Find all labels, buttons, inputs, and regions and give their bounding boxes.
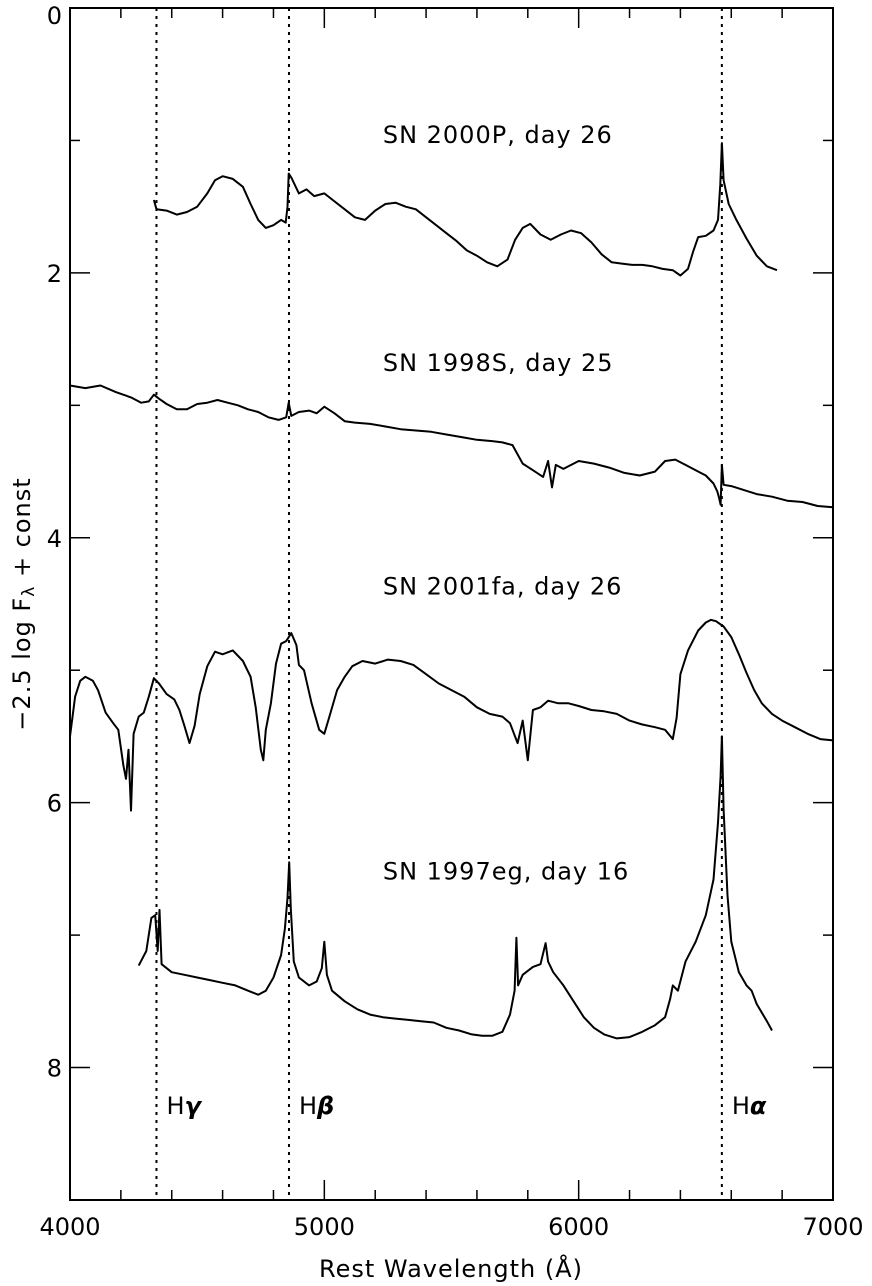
reference-line-labels: Hγ Hβ Hα <box>166 1092 766 1120</box>
y-axis-title: −2.5 log Fλ + const <box>8 477 39 730</box>
spectrum-label: SN 2001fa, day 26 <box>383 573 623 601</box>
x-tick-label: 6000 <box>548 1213 609 1241</box>
spectrum-line <box>152 142 778 277</box>
reference-line-label: Hα <box>732 1092 767 1120</box>
y-axis-title-main: −2.5 log F <box>8 597 36 731</box>
spectrum-line <box>137 735 773 1040</box>
spectra <box>69 142 834 1040</box>
spectrum-line <box>69 618 834 812</box>
spectrum-label: SN 1998S, day 25 <box>383 349 614 377</box>
reference-lines <box>155 8 723 1200</box>
x-tick-label: 5000 <box>294 1213 355 1241</box>
x-ticks: 4000 5000 6000 7000 <box>39 8 864 1241</box>
x-axis-title: Rest Wavelength (Å) <box>319 1254 583 1283</box>
plot-frame <box>69 7 834 1201</box>
spectrum-label: SN 2000P, day 26 <box>383 121 613 149</box>
reference-line-label: Hγ <box>166 1092 202 1120</box>
y-tick-label: 2 <box>47 260 62 288</box>
y-tick-label: 0 <box>47 2 62 30</box>
reference-line-label: Hβ <box>299 1092 334 1120</box>
y-axis-title-post: + const <box>8 477 36 585</box>
x-tick-label: 4000 <box>39 1213 100 1241</box>
x-tick-label: 7000 <box>802 1213 863 1241</box>
y-tick-label: 6 <box>47 790 62 818</box>
spectrum-labels: SN 2000P, day 26 SN 1998S, day 25 SN 2001f… <box>383 121 629 885</box>
spectrum-label: SN 1997eg, day 16 <box>383 857 629 885</box>
y-axis-title-sub: λ <box>19 586 39 597</box>
spectrum-line <box>69 384 834 509</box>
y-tick-label: 4 <box>47 525 62 553</box>
y-tick-label: 8 <box>47 1055 62 1083</box>
y-ticks: 0 2 4 6 8 <box>47 2 833 1201</box>
